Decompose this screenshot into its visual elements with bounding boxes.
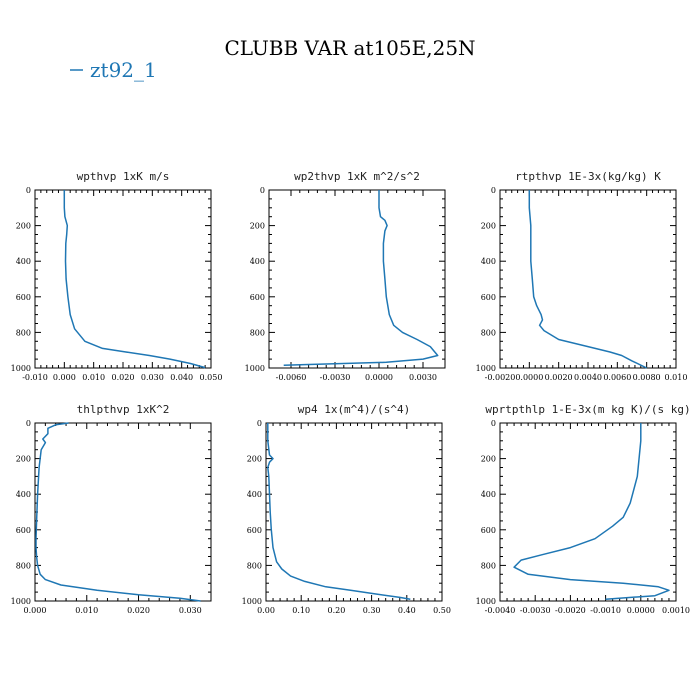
plot-frame [499, 422, 677, 602]
y-tick-label: 0 [491, 186, 496, 195]
chart-panel-1: wpthvp 1xK m/s -0.010 0.000 0.010 0.020 0.030… [11, 170, 223, 382]
x-tick-label: -0.0010 [590, 606, 621, 615]
x-tick-label: 0.030 [141, 373, 164, 382]
x-tick-label: 0.030 [179, 606, 202, 615]
x-tick-label: 0.010 [665, 373, 688, 382]
x-tick-label: 0.0080 [633, 373, 661, 382]
y-tick-label: 600 [16, 526, 31, 535]
series-line-zt92_1 [35, 422, 201, 602]
plot-frame [268, 189, 446, 369]
series-line-zt92_1 [528, 190, 648, 369]
y-tick-label: 400 [16, 490, 31, 499]
x-tick-label: -0.0030 [520, 606, 551, 615]
legend: zt92_1 [70, 58, 157, 82]
chart-panel-5: wp4 1x(m^4)/(s^4) 0.00 0.10 0.20 0.30 0.40 0.5… [242, 403, 451, 615]
y-tick-label: 0 [26, 419, 31, 428]
x-tick-label: 0.30 [363, 606, 381, 615]
y-tick-label: 1000 [11, 364, 31, 373]
y-tick-label: 1000 [476, 364, 496, 373]
y-tick-label: 400 [481, 257, 496, 266]
y-tick-label: 400 [16, 257, 31, 266]
x-tick-label: 0.20 [327, 606, 345, 615]
series-line-zt92_1 [63, 190, 206, 369]
x-tick-label: -0.0030 [320, 373, 351, 382]
x-tick-label: 0.000 [53, 373, 76, 382]
x-tick-label: 0.010 [82, 373, 105, 382]
chart-panel-3: rtpthvp 1E-3x(kg/kg) K -0.0020 0.0000 0.002… [476, 170, 688, 382]
x-tick-label: 0.040 [170, 373, 193, 382]
y-tick-label: 0 [491, 419, 496, 428]
x-tick-label: 0.10 [292, 606, 310, 615]
y-tick-label: 600 [247, 526, 262, 535]
chart-panel-2: wp2thvp 1xK m^2/s^2 -0.0060 -0.0030 0.0000 0… [245, 170, 446, 382]
x-tick-label: 0.0000 [627, 606, 655, 615]
x-tick-label: 0.0060 [603, 373, 631, 382]
x-tick-label: 0.0030 [409, 373, 437, 382]
y-tick-label: 400 [481, 490, 496, 499]
x-tick-label: 0.0040 [574, 373, 602, 382]
y-tick-label: 1000 [11, 597, 31, 606]
y-tick-label: 600 [481, 526, 496, 535]
y-tick-label: 200 [247, 455, 262, 464]
x-tick-label: 0.020 [112, 373, 135, 382]
series-line-zt92_1 [513, 423, 670, 600]
y-tick-label: 1000 [242, 597, 262, 606]
y-tick-label: 0 [257, 419, 262, 428]
y-tick-label: 1000 [245, 364, 265, 373]
x-tick-label: 0.0010 [662, 606, 690, 615]
x-tick-label: -0.010 [22, 373, 48, 382]
y-tick-label: 200 [16, 455, 31, 464]
panel-grid: wpthvp 1xK m/s-0.010 0.000 0.010 0.020 0.030… [11, 170, 691, 615]
y-tick-label: 800 [481, 328, 496, 337]
y-tick-label: 400 [247, 490, 262, 499]
x-tick-label: 0.00 [257, 606, 275, 615]
x-tick-label: -0.0020 [555, 606, 586, 615]
series-line-zt92_1 [283, 190, 439, 367]
x-tick-label: 0.0000 [365, 373, 393, 382]
figure-title: CLUBB VAR at105E,25N [224, 36, 475, 60]
y-tick-label: 0 [26, 186, 31, 195]
y-tick-label: 800 [16, 561, 31, 570]
x-tick-label: 0.010 [75, 606, 98, 615]
y-tick-label: 600 [250, 293, 265, 302]
panel-title: wp2thvp 1xK m^2/s^2 [294, 170, 420, 183]
y-tick-label: 600 [481, 293, 496, 302]
panel-title: wp4 1x(m^4)/(s^4) [298, 403, 411, 416]
y-tick-label: 600 [16, 293, 31, 302]
x-tick-label: 0.020 [127, 606, 150, 615]
y-tick-label: 1000 [476, 597, 496, 606]
plot-frame [265, 422, 443, 602]
y-tick-label: 0 [260, 186, 265, 195]
y-tick-label: 200 [481, 222, 496, 231]
x-tick-label: 0.000 [24, 606, 47, 615]
panel-title: wpthvp 1xK m/s [77, 170, 170, 183]
y-tick-label: 800 [481, 561, 496, 570]
legend-label: zt92_1 [90, 58, 157, 82]
x-tick-label: -0.0060 [276, 373, 307, 382]
y-tick-label: 800 [250, 328, 265, 337]
chart-panel-4: thlpthvp 1xK^2 0.000 0.010 0.020 0.030 0 200 40… [11, 403, 212, 615]
panel-title: thlpthvp 1xK^2 [77, 403, 170, 416]
panel-title: rtpthvp 1E-3x(kg/kg) K [515, 170, 661, 183]
x-tick-label: -0.0040 [485, 606, 516, 615]
y-tick-label: 200 [250, 222, 265, 231]
y-tick-label: 400 [250, 257, 265, 266]
y-tick-label: 800 [16, 328, 31, 337]
series-line-zt92_1 [267, 423, 411, 600]
x-tick-label: 0.050 [200, 373, 223, 382]
y-tick-label: 200 [16, 222, 31, 231]
plot-frame [34, 422, 212, 602]
chart-panel-6: wprtpthlp 1-E-3x(m kg K)/(s kg) -0.0040 -0… [476, 403, 691, 615]
x-tick-label: 0.50 [433, 606, 451, 615]
x-tick-label: 0.40 [398, 606, 416, 615]
x-tick-label: 0.0020 [545, 373, 573, 382]
plot-frame [499, 189, 677, 369]
y-tick-label: 800 [247, 561, 262, 570]
y-tick-label: 200 [481, 455, 496, 464]
panel-title: wprtpthlp 1-E-3x(m kg K)/(s kg) [485, 403, 690, 416]
x-tick-label: -0.0020 [485, 373, 516, 382]
plot-frame [34, 189, 212, 369]
x-tick-label: 0.0000 [515, 373, 543, 382]
